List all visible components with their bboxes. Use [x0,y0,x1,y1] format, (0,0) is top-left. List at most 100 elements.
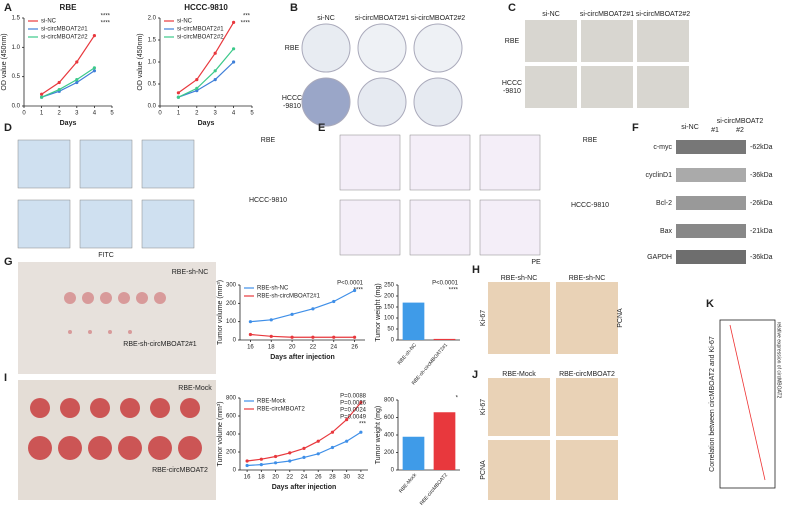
label: RBE-sh-NC [569,275,606,282]
point [352,335,357,339]
label: RBE-sh-NC [501,275,538,282]
y-tick-label: 0.0 [12,104,21,110]
y-tick-label: 0.5 [12,74,21,80]
point [302,455,306,459]
x-tick-label: 18 [258,475,265,481]
kda-label: -26kDa [750,200,773,207]
annotation: P=0.0088 [340,394,367,400]
transwell-images [525,20,689,108]
y-tick-label: 800 [226,396,237,402]
bar [402,302,425,340]
series-line [41,70,95,98]
axis-label: Correlation between circMBOAT2 and Ki-67 [709,336,716,472]
y-tick-label: 300 [226,283,237,289]
point [232,20,236,24]
y-tick-label: 50 [387,327,394,333]
y-tick-label: 0 [233,468,237,474]
protein-label: Bcl-2 [656,200,672,207]
point [195,86,199,90]
point [359,400,363,405]
annotation: P=0.0049 [340,415,367,421]
y-tick-label: 200 [384,450,395,456]
label: PCNA [480,460,487,480]
point [259,457,263,461]
x-tick-label: 16 [244,475,251,481]
label: PE [531,259,541,266]
point [290,335,294,339]
series-line [41,67,95,98]
x-tick-label: 28 [329,475,336,481]
point [311,307,315,311]
x-tick-label: 2 [58,111,62,117]
annotation: **** [101,14,111,20]
point [176,95,180,99]
annotation: **** [241,21,251,27]
panel-letter: A [4,2,12,14]
bar [433,338,456,340]
label: FITC [98,252,114,259]
point [359,430,363,434]
point [176,91,180,95]
x-tick-label: 20 [272,475,279,481]
y-tick-label: 0.5 [148,82,157,88]
point [232,47,236,51]
point [75,78,79,82]
x-tick-label: 20 [289,345,296,351]
point [195,78,199,82]
series-line [41,35,95,95]
point [195,89,199,93]
panel-letter: J [472,369,478,381]
legend-label: si-circMBOAT2#2 [41,35,88,41]
y-tick-label: 600 [226,414,237,420]
label: si-circMBOAT2 [717,118,764,125]
point [269,318,273,322]
label: si-circMBOAT2#1 [355,15,409,22]
label: RBE-sh-NC [172,269,209,276]
legend-label: si-NC [41,19,57,25]
annotation: P<0.0001 [337,281,364,287]
x-tick-label: 22 [310,345,317,351]
point [332,335,336,339]
x-tick-label: 18 [268,345,275,351]
point [248,332,253,337]
label: RBE-Mock [178,385,212,392]
chart-title: HCCC-9810 [184,3,228,12]
y-tick-label: 1.5 [12,16,21,22]
y-tick-label: 100 [384,316,395,322]
label: RBE [505,38,520,45]
annotation: **** [101,21,111,27]
kda-label: -36kDa [750,172,773,179]
x-tick-label: 16 [247,345,254,351]
y-axis-label: OD value (450nm) [1,33,8,90]
y-tick-label: 200 [384,294,395,300]
point [232,60,236,64]
kda-label: -21kDa [750,228,773,235]
annotation: **** [354,288,364,294]
legend-label: si-circMBOAT2#1 [177,27,224,33]
panel-letter: G [4,256,13,268]
y-tick-label: 1.0 [12,45,21,51]
point [316,439,320,443]
point [352,288,357,293]
annotation: P=0.0024 [340,408,367,414]
tumors [28,292,202,460]
label: RBE [285,45,300,52]
x-tick-label: 0 [158,111,162,117]
point [92,66,96,70]
x-tick-label: 26 [351,345,358,351]
point [288,459,292,463]
series-line [178,61,235,98]
y-tick-label: 800 [384,398,395,404]
label: HCCC [282,95,302,102]
label: RBE [261,137,276,144]
label: Ki-67 [480,399,487,415]
label: -9810 [503,88,521,95]
point [92,34,96,38]
legend-label: RBE-sh-circMBOAT2#1 [257,294,321,300]
x-tick-label: RBE-sh-circMBOAT2#1 [411,342,449,386]
label: HCCC-9810 [249,197,287,204]
annotation: P=0.0026 [340,401,367,407]
point [92,69,96,73]
x-axis-label: Days after injection [270,354,335,361]
